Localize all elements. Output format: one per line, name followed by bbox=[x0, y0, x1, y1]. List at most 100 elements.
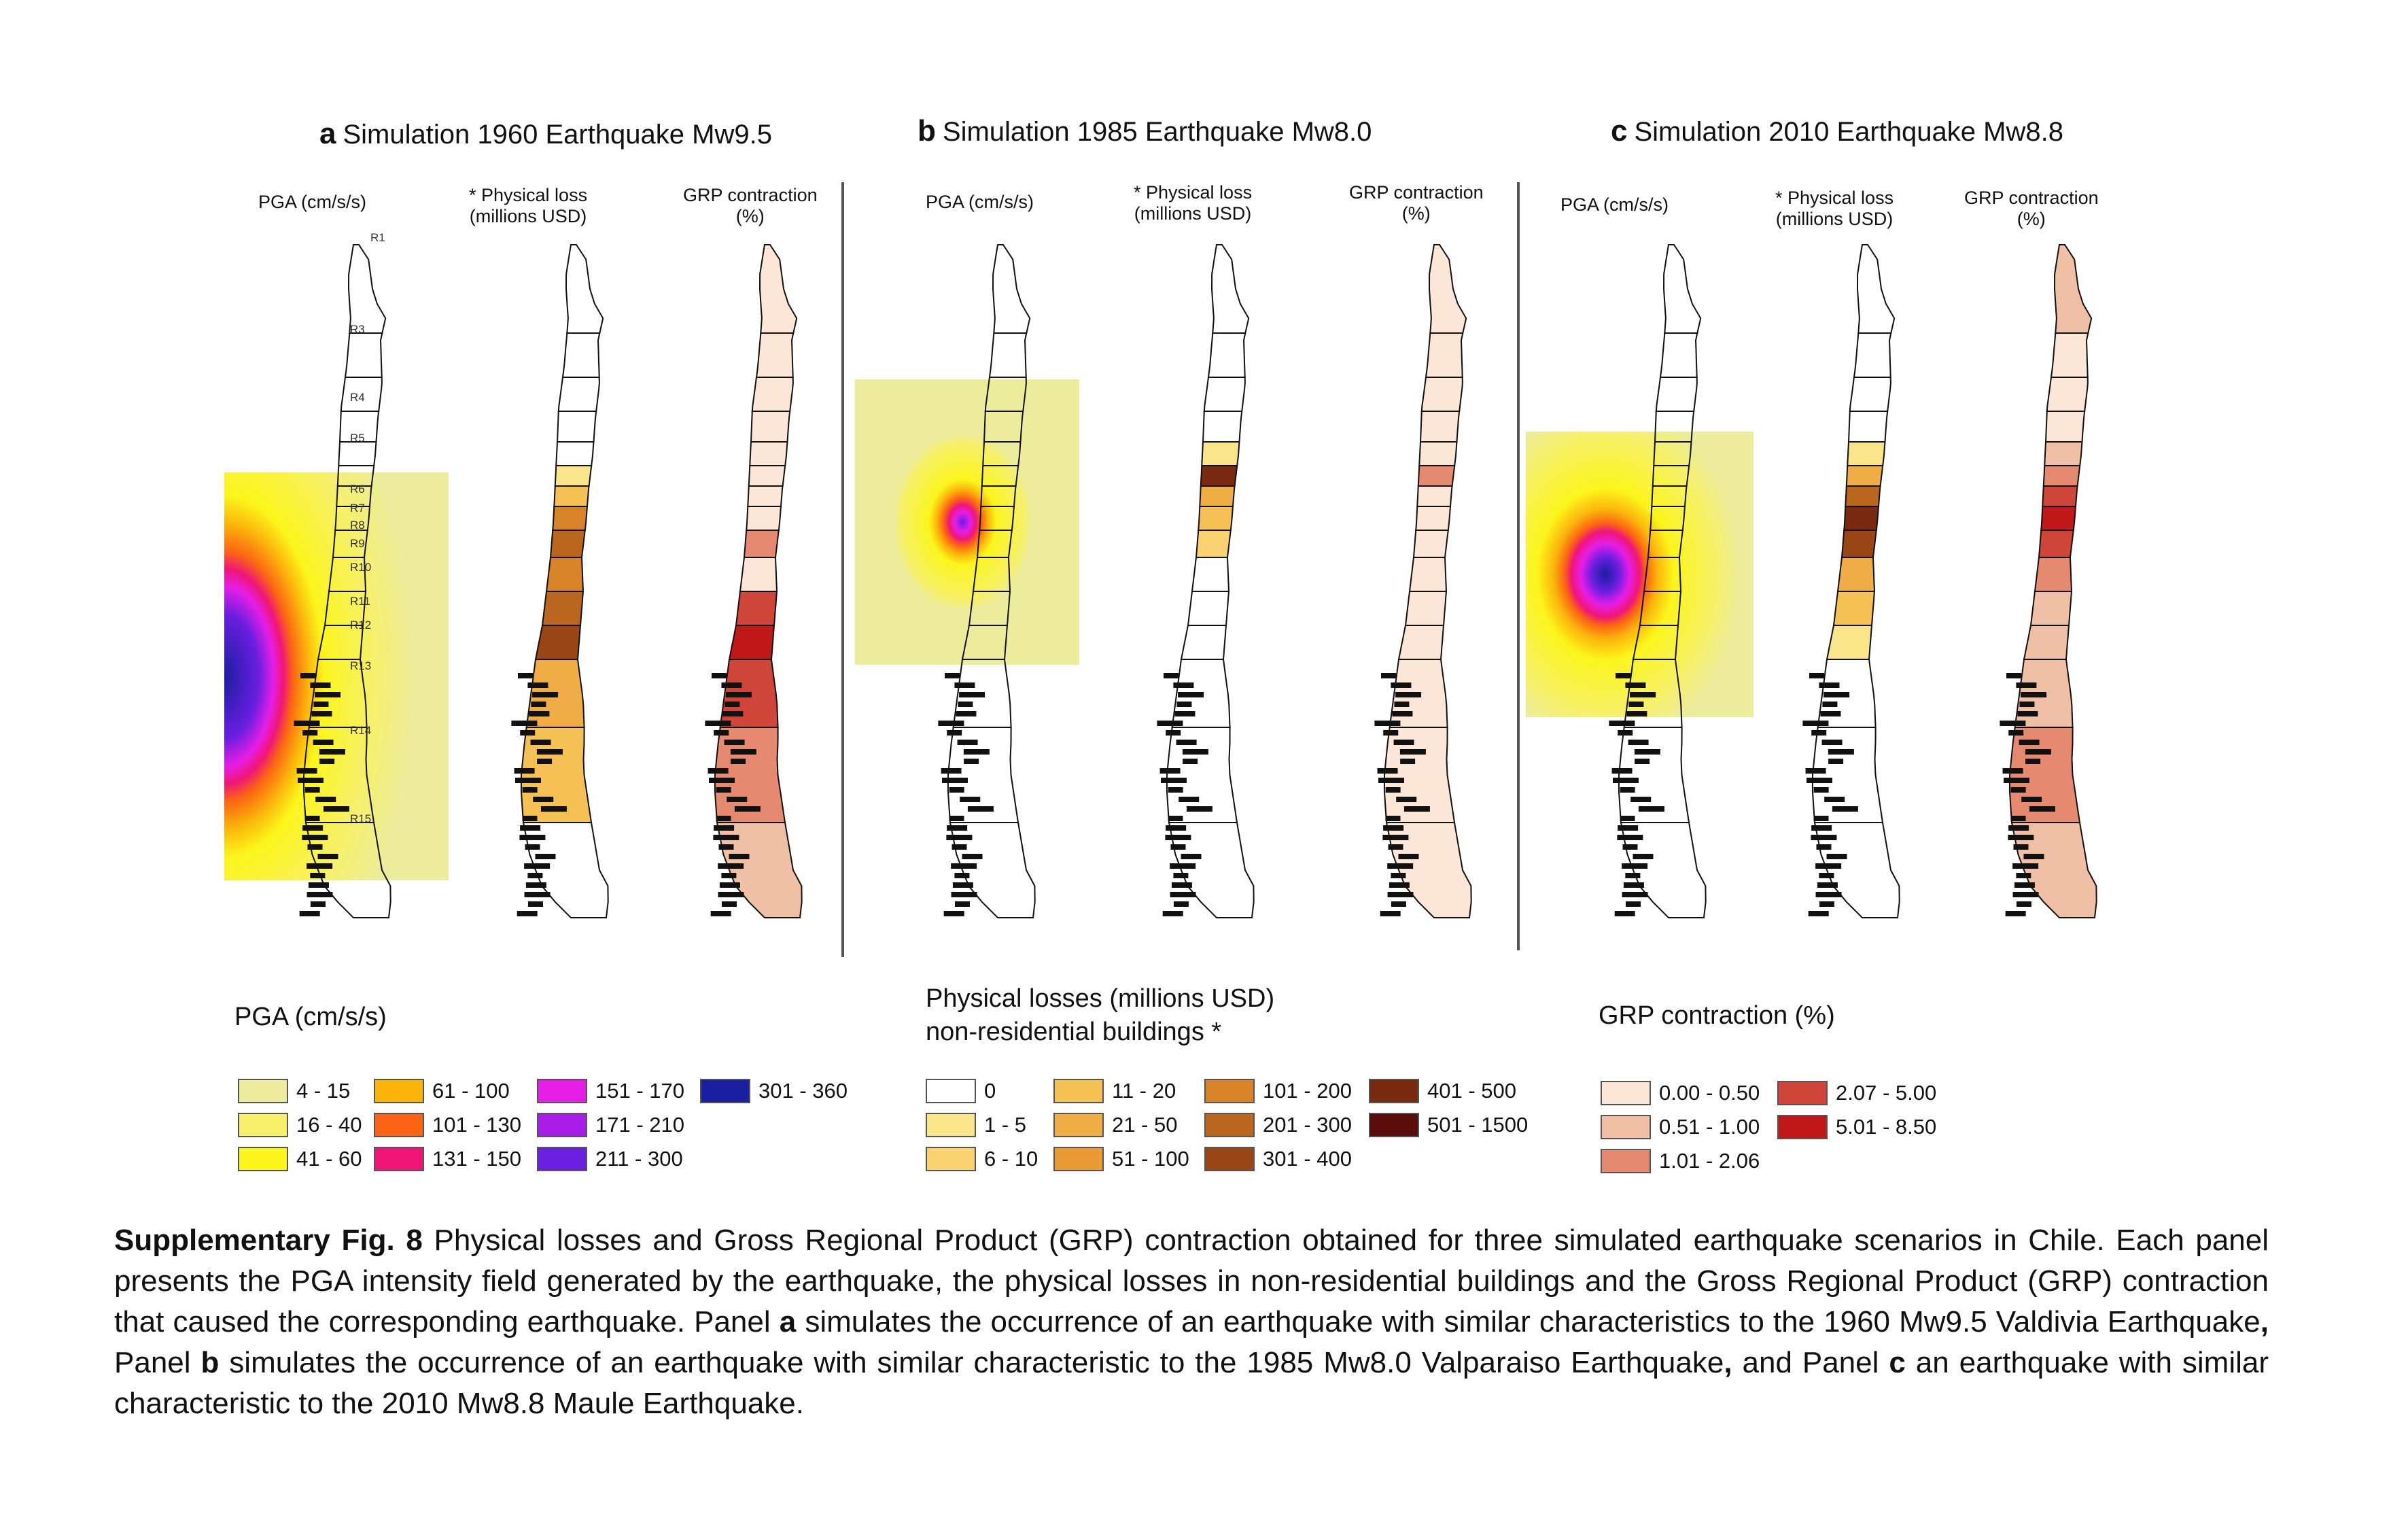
pga-legend-title: PGA (cm/s/s) bbox=[234, 1003, 387, 1031]
pga-legend-item: 41 - 60 bbox=[238, 1145, 362, 1173]
map-c-loss-island bbox=[1815, 863, 1842, 869]
loss-legend-swatch bbox=[1204, 1113, 1255, 1137]
map-b-pga-island bbox=[960, 797, 981, 802]
map-b-loss-island bbox=[1170, 844, 1186, 850]
pga-legend-item: 151 - 170 bbox=[537, 1077, 684, 1105]
map-c-pga-island bbox=[1625, 873, 1641, 878]
pga-legend-label: 61 - 100 bbox=[432, 1079, 510, 1103]
map-b-loss-island bbox=[1164, 673, 1179, 678]
map-c-grp-region bbox=[2038, 530, 2074, 558]
map-a-pga-island bbox=[304, 816, 320, 821]
map-c-loss-region bbox=[1856, 244, 1896, 334]
region-label: R10 bbox=[350, 561, 371, 574]
panel-b-grp-subtitle: GRP contraction (%) bbox=[1349, 182, 1484, 224]
map-a-grp-island bbox=[721, 873, 737, 878]
map-a-loss-island bbox=[517, 911, 538, 916]
map-b-grp-island bbox=[1396, 797, 1417, 802]
map-b-grp-island bbox=[1392, 711, 1413, 716]
map-a-loss-region bbox=[561, 332, 601, 378]
map-c-pga-island bbox=[1625, 682, 1646, 688]
loss-legend-label: 0 bbox=[984, 1079, 996, 1103]
map-b-pga-island bbox=[949, 787, 964, 793]
map-a-pga-island bbox=[304, 787, 320, 793]
map-c-loss-island bbox=[1832, 806, 1858, 812]
map-c-grp-region bbox=[2044, 441, 2083, 466]
map-c-loss-region bbox=[1847, 411, 1889, 443]
map-b-loss-region bbox=[1191, 557, 1230, 592]
map-b-pga-island bbox=[947, 730, 962, 736]
map-c-grp-island bbox=[2019, 702, 2035, 707]
region-label: R14 bbox=[350, 724, 371, 737]
loss-legend-swatch bbox=[926, 1079, 976, 1103]
loss-legend-swatch bbox=[1204, 1147, 1255, 1171]
map-a-loss-island bbox=[527, 682, 548, 688]
region-label: R6 bbox=[350, 483, 365, 496]
map-a-grp-region bbox=[747, 485, 784, 507]
loss-legend-swatch bbox=[1053, 1147, 1104, 1171]
map-b-loss-island bbox=[1168, 816, 1183, 821]
pga-legend-label: 301 - 360 bbox=[758, 1079, 848, 1103]
map-c-loss-region bbox=[1853, 332, 1892, 378]
map-a-loss-region bbox=[549, 530, 586, 558]
region-label: R12 bbox=[350, 619, 371, 632]
map-b-loss-region bbox=[1168, 822, 1255, 918]
pga-legend-label: 101 - 130 bbox=[432, 1113, 521, 1137]
loss-legend-label: 101 - 200 bbox=[1263, 1079, 1352, 1103]
map-b-pga-region bbox=[988, 332, 1028, 378]
map-b-grp-island bbox=[1385, 816, 1401, 821]
map-a-loss-island bbox=[520, 730, 536, 736]
map-c-grp-island bbox=[2002, 768, 2023, 774]
loss-legend-swatch bbox=[1053, 1113, 1104, 1137]
map-b-grp-region bbox=[1404, 591, 1448, 626]
loss-legend-label: 11 - 20 bbox=[1112, 1079, 1176, 1103]
map-b-loss-island bbox=[1173, 682, 1194, 688]
map-a-loss-island bbox=[519, 835, 546, 840]
map-c-pga-island bbox=[1618, 825, 1639, 831]
map-c-grp-island bbox=[2012, 863, 2039, 869]
map-b-pga-island bbox=[949, 816, 964, 821]
map-a-loss-island bbox=[525, 844, 540, 850]
map-b-grp-island bbox=[1383, 825, 1404, 831]
map-b-loss-island bbox=[1173, 901, 1189, 907]
map-c-pga-island bbox=[1614, 911, 1635, 916]
map-b-grp-island bbox=[1381, 673, 1396, 678]
pga-legend-swatch bbox=[537, 1147, 587, 1171]
map-b-loss-island bbox=[1162, 911, 1183, 916]
map-a-grp-region bbox=[728, 625, 775, 660]
map-b-loss-region bbox=[1207, 332, 1246, 378]
map-c-grp-island bbox=[2016, 873, 2031, 878]
pga-field-b bbox=[855, 379, 1079, 665]
grp-legend-item: 1.01 - 2.06 bbox=[1601, 1147, 1760, 1175]
map-a-loss-island bbox=[529, 711, 550, 716]
map-c-pga-island bbox=[1620, 816, 1635, 821]
map-c-grp-island bbox=[2000, 721, 2026, 726]
region-label: R15 bbox=[350, 812, 371, 825]
map-b-loss-island bbox=[1173, 873, 1189, 878]
map-b-grp-region bbox=[1385, 822, 1472, 918]
pga-legend-swatch bbox=[537, 1113, 587, 1137]
grp-legend-item: 2.07 - 5.00 bbox=[1777, 1079, 1936, 1107]
map-c-pga-region bbox=[1662, 244, 1702, 334]
map-a-pga-region bbox=[347, 244, 387, 334]
map-c-pga-island bbox=[1620, 787, 1635, 793]
map-c-pga-island bbox=[1617, 835, 1643, 840]
map-b-grp-region bbox=[1420, 377, 1463, 412]
map-a-grp-island bbox=[718, 863, 744, 869]
loss-legend-item: 301 - 400 bbox=[1204, 1145, 1352, 1173]
map-b-grp-region bbox=[1428, 244, 1467, 334]
loss-legend-label: 21 - 50 bbox=[1112, 1113, 1178, 1137]
map-b-grp-region bbox=[1425, 332, 1464, 378]
map-a-pga-island bbox=[302, 835, 328, 840]
map-b-grp-region bbox=[1419, 411, 1461, 443]
map-a-loss-region bbox=[556, 411, 597, 443]
map-b-grp-island bbox=[1378, 778, 1404, 783]
map-c-grp-island bbox=[2006, 673, 2021, 678]
loss-legend-label: 501 - 1500 bbox=[1427, 1113, 1529, 1137]
map-c-pga-island bbox=[1638, 806, 1664, 812]
grp-legend-item: 0.51 - 1.00 bbox=[1601, 1113, 1760, 1141]
map-b-pga-island bbox=[951, 863, 977, 869]
map-b-pga-island bbox=[963, 749, 990, 755]
map-b-loss-island bbox=[1168, 787, 1183, 793]
map-b-grp-island bbox=[1394, 702, 1410, 707]
map-c-grp-island bbox=[2016, 682, 2037, 688]
